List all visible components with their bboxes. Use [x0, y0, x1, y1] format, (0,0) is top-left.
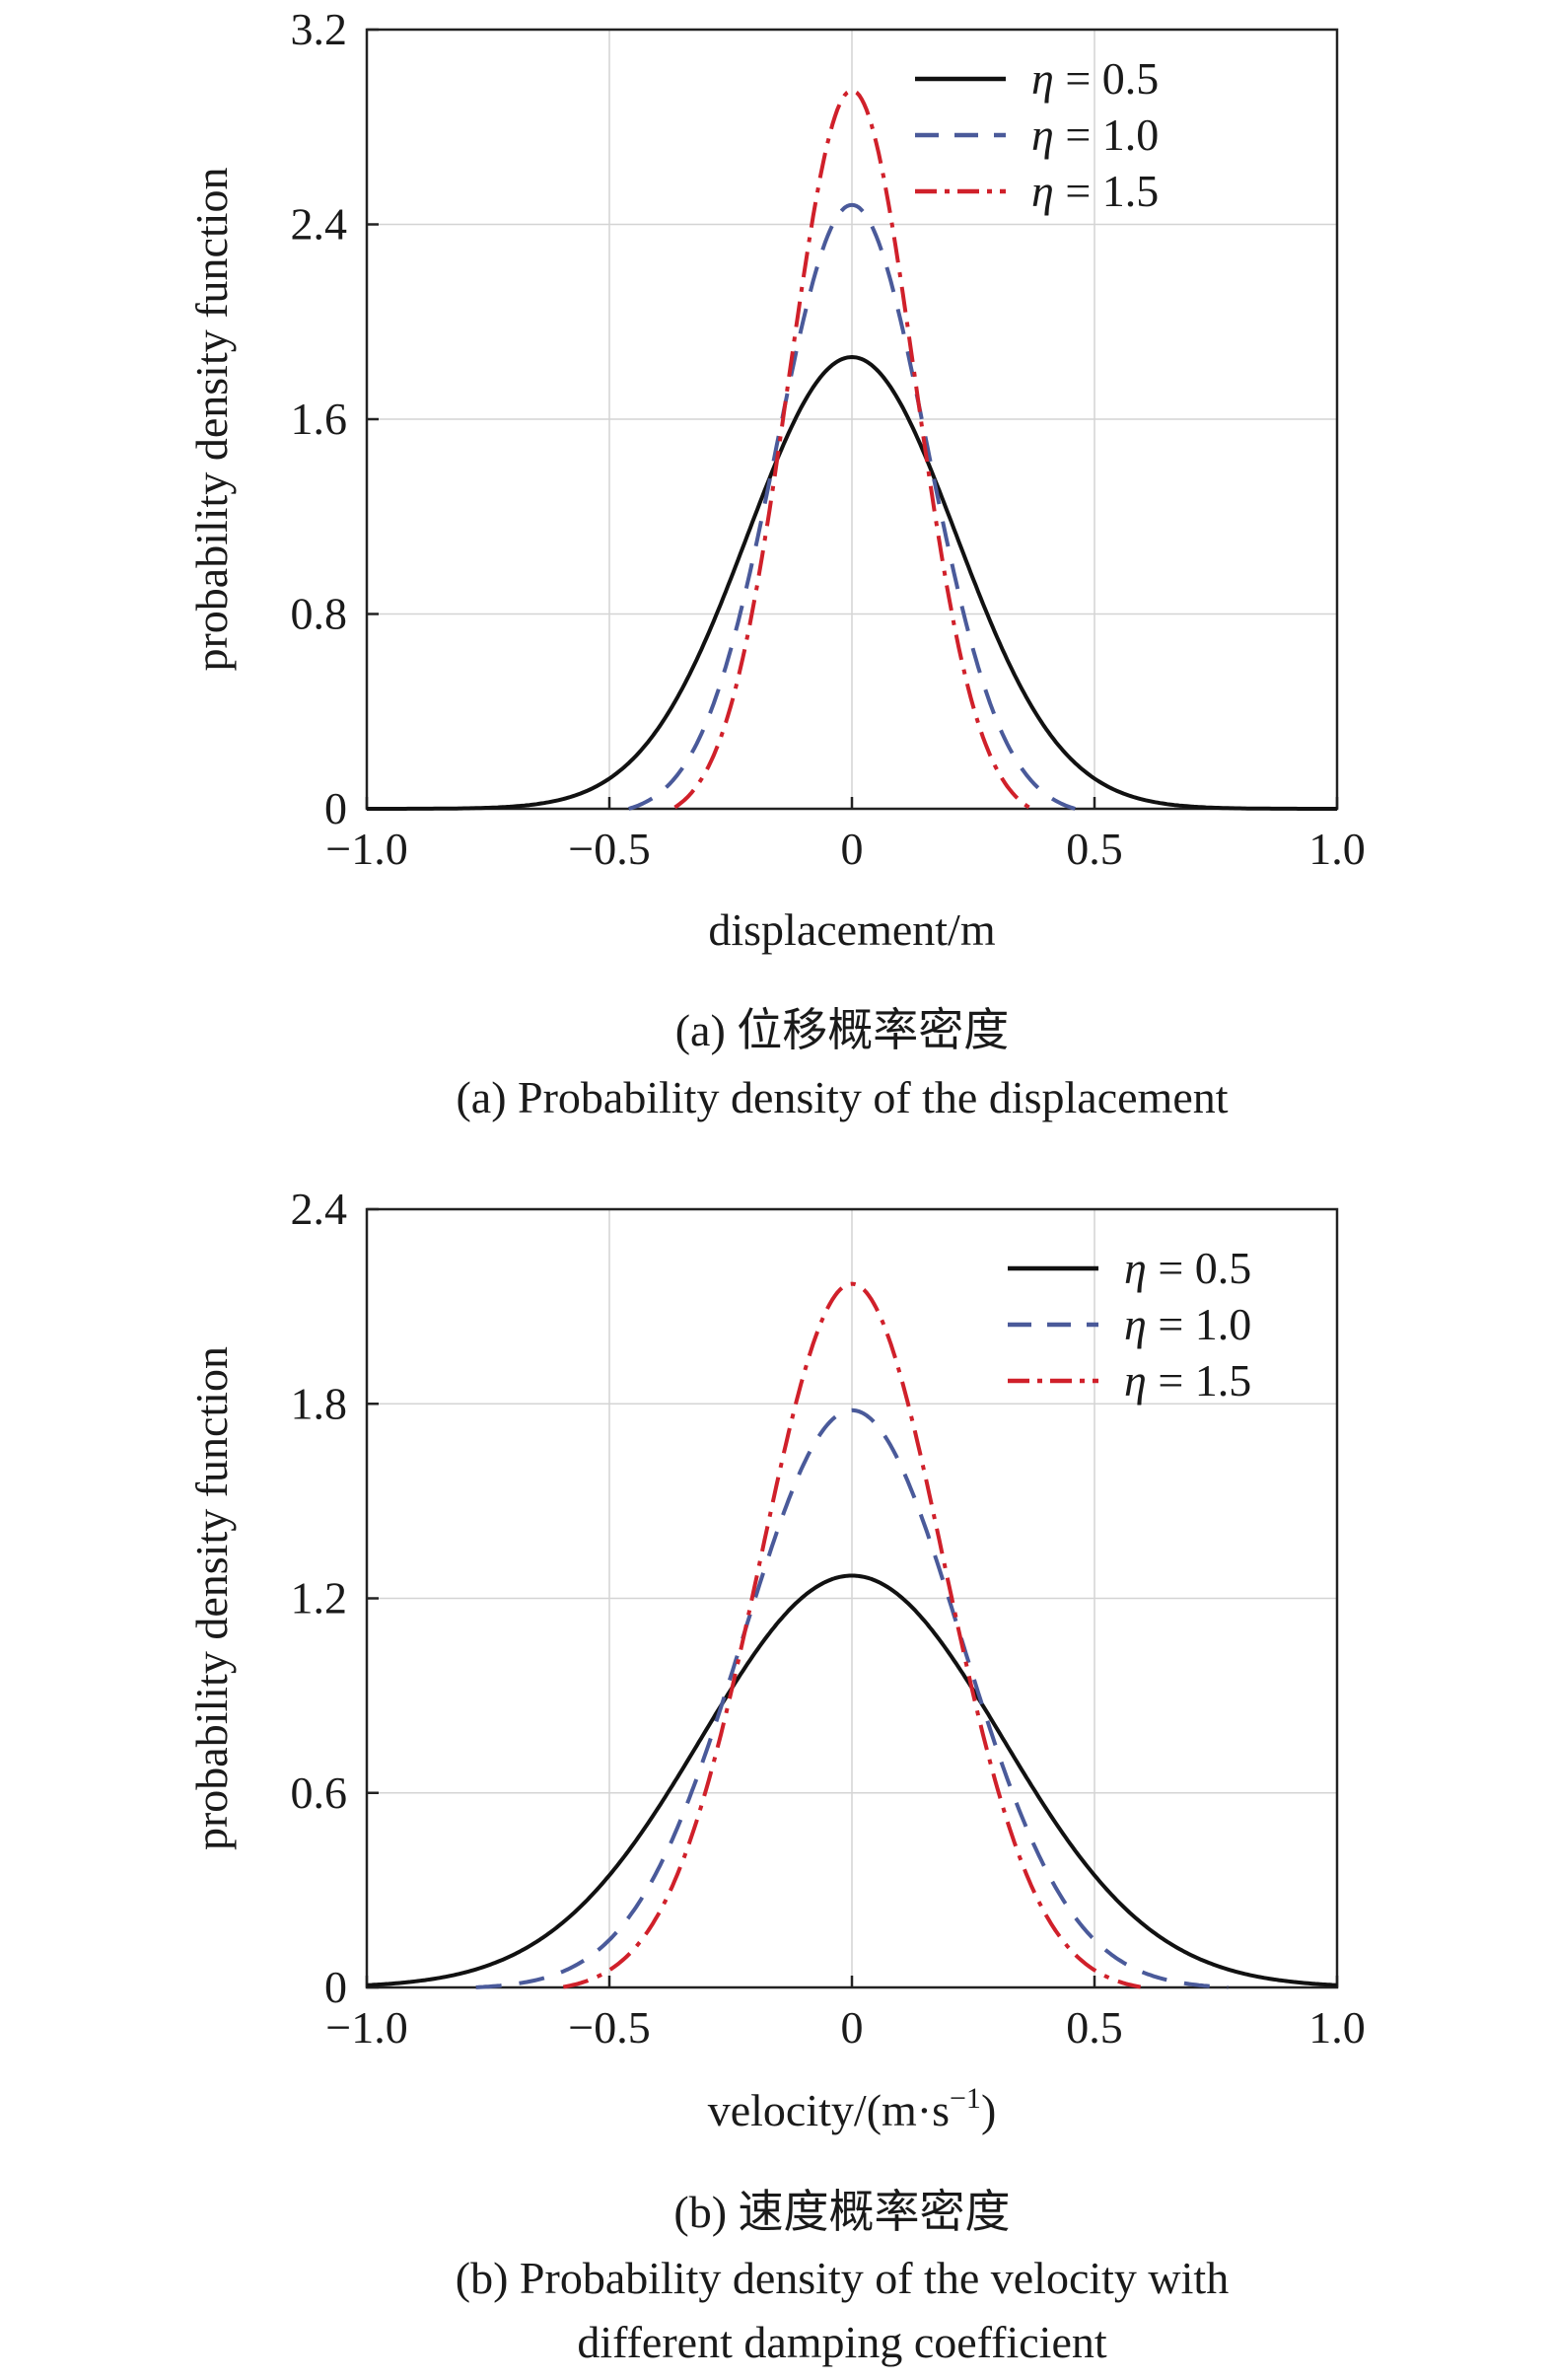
- x-axis-label-superscript: −1: [950, 2082, 981, 2115]
- legend-value: = 0.5: [1147, 1243, 1251, 1293]
- legend-label-0: η = 0.5: [1031, 53, 1159, 104]
- x-axis-label-end: ): [981, 2085, 996, 2135]
- x-tick-label: −1.0: [325, 824, 407, 874]
- y-tick-label: 1.2: [291, 1573, 348, 1623]
- y-tick-label: 3.2: [291, 4, 348, 54]
- caption-cn: (b) 速度概率密度: [673, 2187, 1010, 2237]
- y-tick-label: 2.4: [291, 199, 348, 250]
- legend-symbol: η: [1124, 1243, 1147, 1293]
- chart-b: −1.0 −0.5 0 0.5 1.0 0 0.6 1.2 1.8 2.4 probability …: [186, 1184, 1366, 2367]
- legend-label-1: η = 1.0: [1124, 1299, 1251, 1349]
- y-tick-label: 0.6: [291, 1767, 348, 1818]
- legend-value: = 0.5: [1054, 53, 1159, 104]
- y-tick-label: 0.8: [291, 589, 348, 639]
- legend-label-1: η = 1.0: [1031, 109, 1159, 160]
- legend-symbol: η: [1031, 109, 1054, 160]
- series-line-1: [475, 1407, 1229, 1989]
- x-axis-label: displacement/m: [708, 904, 995, 955]
- y-axis-label: probability density function: [186, 1346, 237, 1850]
- series-line-0: [366, 1573, 1338, 1987]
- legend-value: = 1.0: [1054, 109, 1159, 160]
- legend-label-0: η = 0.5: [1124, 1243, 1251, 1293]
- x-tick-label: 1.0: [1308, 2002, 1366, 2053]
- y-tick-label: 0: [324, 783, 347, 833]
- legend-symbol: η: [1124, 1355, 1147, 1406]
- x-axis-label: velocity/(m·s−1): [708, 2082, 997, 2135]
- legend-label-2: η = 1.5: [1031, 166, 1159, 216]
- chart-a: −1.0 −0.5 0 0.5 1.0 0 0.8 1.6 2.4 3.2 probability …: [186, 4, 1366, 1122]
- series-line-2: [673, 88, 1030, 810]
- y-tick-label: 0: [324, 1962, 347, 2012]
- x-tick-label: 0.5: [1066, 824, 1123, 874]
- x-tick-label: 0.5: [1066, 2002, 1123, 2053]
- caption-cn: (a) 位移概率密度: [675, 1005, 1010, 1055]
- x-tick-label: −0.5: [568, 824, 650, 874]
- y-tick-label: 2.4: [291, 1184, 348, 1234]
- x-tick-label: −1.0: [325, 2002, 407, 2053]
- caption-en: (a) Probability density of the displacem…: [456, 1072, 1228, 1122]
- series-line-1: [628, 202, 1076, 811]
- caption-en: (b) Probability density of the velocity …: [456, 2253, 1229, 2303]
- legend-symbol: η: [1031, 166, 1054, 216]
- caption-en-line2: different damping coefficient: [577, 2317, 1107, 2367]
- series-line-2: [562, 1281, 1142, 1989]
- x-tick-label: 1.0: [1308, 824, 1366, 874]
- x-tick-label: 0: [841, 2002, 864, 2053]
- x-tick-label: 0: [841, 824, 864, 874]
- legend-symbol: η: [1124, 1299, 1147, 1349]
- y-tick-label: 1.8: [291, 1378, 348, 1428]
- legend-value: = 1.0: [1147, 1299, 1251, 1349]
- series-line-0: [367, 355, 1337, 811]
- x-tick-label: −0.5: [568, 2002, 650, 2053]
- legend-symbol: η: [1031, 53, 1054, 104]
- y-axis-label: probability density function: [186, 167, 237, 671]
- y-tick-label: 1.6: [291, 394, 348, 444]
- legend-value: = 1.5: [1147, 1355, 1251, 1406]
- legend-value: = 1.5: [1054, 166, 1159, 216]
- legend-label-2: η = 1.5: [1124, 1355, 1251, 1406]
